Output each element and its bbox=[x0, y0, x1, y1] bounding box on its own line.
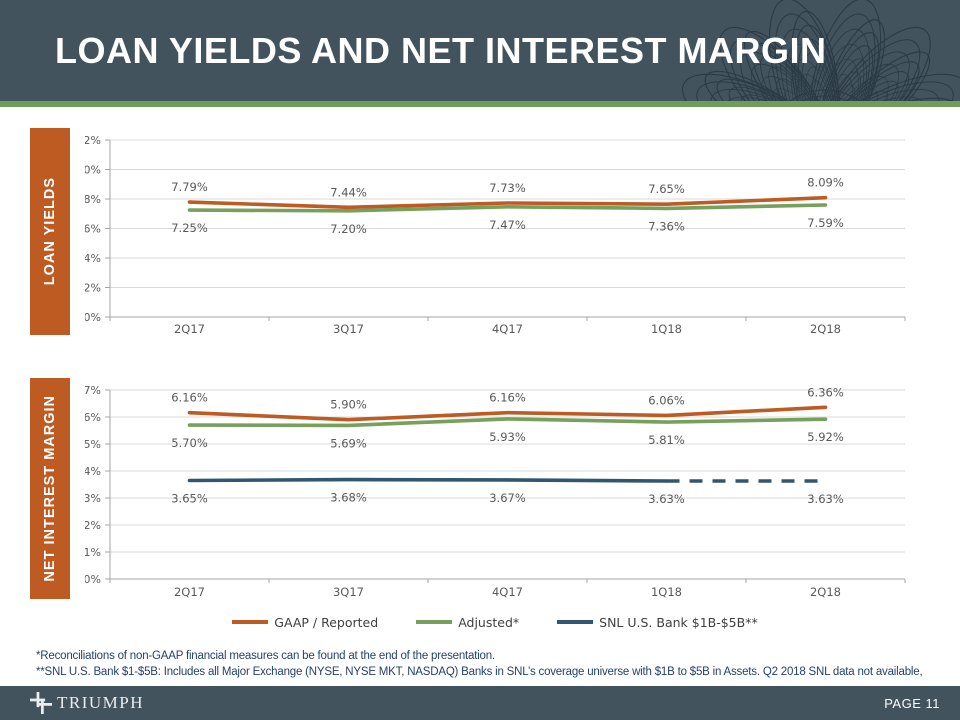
data-label: 7.59% bbox=[807, 216, 844, 230]
data-label: 7.44% bbox=[330, 185, 367, 199]
data-label: 5.90% bbox=[330, 398, 367, 412]
legend-item-snl: SNL U.S. Bank $1B-$5B** bbox=[557, 615, 758, 630]
y-tick-label: 7% bbox=[85, 384, 101, 397]
x-tick-label: 2Q18 bbox=[810, 585, 841, 599]
x-tick-label: 4Q17 bbox=[492, 585, 523, 599]
y-tick-label: 4% bbox=[85, 465, 101, 478]
slide-footer: TRIUMPH PAGE 11 bbox=[0, 686, 960, 720]
slide-header: LOAN YIELDS AND NET INTEREST MARGIN bbox=[0, 0, 960, 101]
series-line-gaap-reported bbox=[187, 195, 828, 210]
series-line-adjusted bbox=[187, 417, 828, 428]
loan-yields-chart: 0% 2% 4% 6% 8% 10% 12% 2Q17 3Q17 4Q17 1Q18 2Q18 7.79… bbox=[85, 134, 906, 336]
adjusted-line-swatch bbox=[416, 620, 453, 624]
data-label: 3.63% bbox=[807, 492, 844, 506]
data-label: 5.69% bbox=[330, 436, 367, 450]
net-interest-margin-chart: 0% 1% 2% 3% 4% 5% 6% 7% 2Q17 3Q17 4Q17 1Q18 2Q18 6.16… bbox=[85, 384, 906, 599]
page-title: LOAN YIELDS AND NET INTEREST MARGIN bbox=[55, 29, 827, 71]
data-label: 7.73% bbox=[489, 181, 526, 195]
series-line-gaap-reported bbox=[187, 405, 828, 422]
data-label: 3.68% bbox=[330, 491, 367, 505]
data-label: 3.67% bbox=[489, 491, 526, 505]
legend-item-adjusted: Adjusted* bbox=[416, 615, 519, 630]
x-tick-label: 2Q18 bbox=[810, 322, 841, 336]
net-interest-margin-axis-title: NET INTEREST MARGIN bbox=[30, 378, 70, 599]
y-tick-label: 5% bbox=[85, 438, 101, 451]
series-line-snl-u-s-bank-1b-5b bbox=[187, 477, 669, 483]
data-label: 6.16% bbox=[171, 391, 208, 405]
series-line-adjusted bbox=[187, 203, 828, 213]
y-tick-label: 4% bbox=[85, 252, 101, 265]
data-label: 3.65% bbox=[171, 491, 208, 505]
data-label: 3.63% bbox=[648, 492, 685, 506]
data-label: 6.16% bbox=[489, 391, 526, 405]
data-label: 7.20% bbox=[330, 222, 367, 236]
logo-text: TRIUMPH bbox=[57, 693, 145, 712]
accent-divider bbox=[0, 101, 960, 107]
data-label: 5.70% bbox=[171, 436, 208, 450]
data-label: 7.25% bbox=[171, 221, 208, 235]
x-tick-label: 2Q17 bbox=[174, 322, 205, 336]
data-label: 7.36% bbox=[648, 219, 685, 233]
data-label: 7.47% bbox=[489, 218, 526, 232]
gaap-line-swatch bbox=[232, 620, 269, 624]
page-number: PAGE 11 bbox=[884, 695, 940, 711]
footnotes: *Reconciliations of non-GAAP financial m… bbox=[36, 648, 946, 680]
y-tick-label: 10% bbox=[85, 164, 101, 177]
footnote-reconciliations: *Reconciliations of non-GAAP financial m… bbox=[36, 650, 495, 662]
guilloche-decoration bbox=[681, 0, 960, 101]
data-label: 8.09% bbox=[807, 176, 844, 190]
guilloche-pattern bbox=[681, 0, 960, 101]
data-label: 5.81% bbox=[648, 433, 685, 447]
y-tick-label: 0% bbox=[85, 311, 101, 324]
data-label: 7.65% bbox=[648, 182, 685, 196]
y-tick-label: 0% bbox=[85, 573, 101, 586]
y-tick-label: 12% bbox=[85, 134, 101, 147]
data-label: 7.79% bbox=[171, 180, 208, 194]
triumph-logo-icon bbox=[30, 692, 52, 714]
x-tick-label: 3Q17 bbox=[333, 322, 364, 336]
y-tick-label: 8% bbox=[85, 193, 101, 206]
y-tick-label: 2% bbox=[85, 519, 101, 532]
data-label: 5.93% bbox=[489, 430, 526, 444]
x-tick-label: 3Q17 bbox=[333, 585, 364, 599]
x-tick-label: 4Q17 bbox=[492, 322, 523, 336]
snl-line-swatch bbox=[557, 620, 594, 624]
x-tick-label: 1Q18 bbox=[651, 585, 682, 599]
y-tick-label: 3% bbox=[85, 492, 101, 505]
loan-yields-axis-title: LOAN YIELDS bbox=[30, 128, 70, 335]
x-tick-label: 2Q17 bbox=[174, 585, 205, 599]
chart-legend: GAAP / Reported Adjusted* SNL U.S. Bank … bbox=[85, 610, 905, 634]
footnote-snl-definition: **SNL U.S. Bank $1-$5B: Includes all Maj… bbox=[36, 666, 923, 678]
y-tick-label: 1% bbox=[85, 546, 101, 559]
y-tick-label: 2% bbox=[85, 282, 101, 295]
legend-item-gaap: GAAP / Reported bbox=[232, 615, 378, 630]
x-tick-label: 1Q18 bbox=[651, 322, 682, 336]
data-label: 6.06% bbox=[648, 393, 685, 407]
triumph-logo: TRIUMPH bbox=[30, 692, 144, 714]
data-label: 6.36% bbox=[807, 385, 844, 399]
y-tick-label: 6% bbox=[85, 411, 101, 424]
y-tick-label: 6% bbox=[85, 223, 101, 236]
data-label: 5.92% bbox=[807, 430, 844, 444]
